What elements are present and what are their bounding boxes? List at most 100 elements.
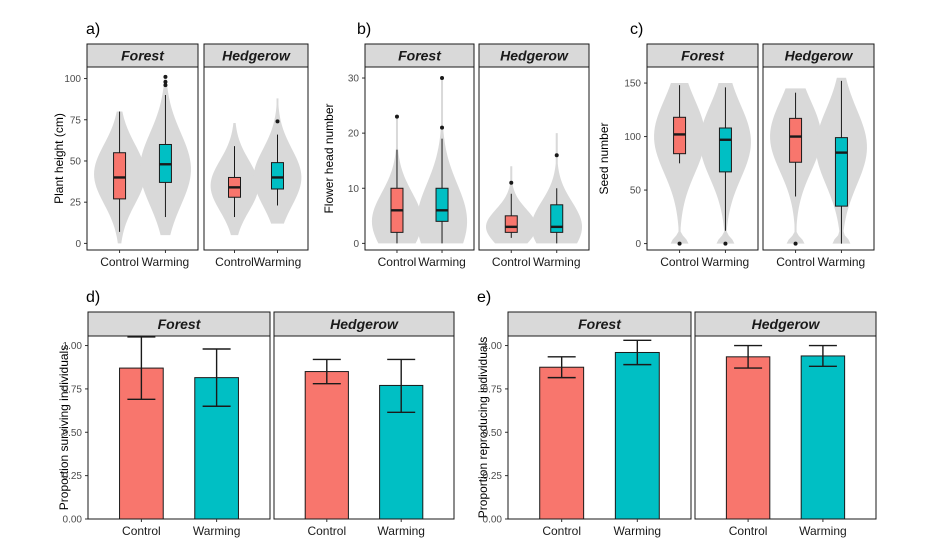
- facet-panel: [273, 335, 455, 520]
- box-control: [504, 215, 518, 233]
- y-tick-label: 25: [70, 198, 82, 209]
- facet-strip: [273, 311, 455, 337]
- facet-hedgerow: Hedgerow Control Warming: [762, 43, 875, 269]
- facet-strip-label: Forest: [398, 48, 442, 64]
- x-tick-label: Control: [378, 255, 417, 269]
- x-tick-label: Warming: [142, 255, 190, 269]
- box-warming: [270, 162, 284, 190]
- outlier-point: [163, 83, 168, 88]
- y-tick-label: 30: [348, 74, 360, 85]
- bar-control: [304, 371, 349, 520]
- facet-hedgerow: Hedgerow Control Warming: [478, 43, 590, 269]
- y-axis-label: Flower head number: [322, 103, 336, 213]
- y-tick-label: 0.50: [483, 428, 503, 439]
- x-tick-label: Control: [729, 524, 768, 538]
- x-tick-label: Control: [307, 524, 346, 538]
- outlier-point: [440, 76, 445, 81]
- x-tick-label: Control: [122, 524, 161, 538]
- facet-panel: [694, 335, 877, 520]
- x-tick-label: Control: [776, 255, 815, 269]
- y-tick-label: 75: [70, 115, 82, 126]
- chart-e: e) Proportion reproducing individuals0.00…: [476, 289, 877, 538]
- outlier-point: [440, 125, 445, 130]
- x-tick-label: Control: [542, 524, 581, 538]
- x-tick-label: Warming: [418, 255, 466, 269]
- box-control: [113, 152, 127, 200]
- x-tick-label: Warming: [614, 524, 662, 538]
- facet-strip-label: Forest: [578, 316, 622, 332]
- facet-strip-label: Hedgerow: [785, 48, 854, 64]
- x-tick-label: Warming: [533, 255, 581, 269]
- facet-strip: [694, 311, 877, 337]
- facet-strip-label: Hedgerow: [752, 316, 821, 332]
- y-tick-label: 0.25: [63, 471, 83, 482]
- facet-hedgerow: Hedgerow Control Warming: [694, 311, 877, 538]
- x-tick-label: Control: [100, 255, 139, 269]
- bar-warming: [800, 355, 846, 520]
- y-tick-label: 0.75: [483, 384, 503, 395]
- outlier-point: [275, 119, 280, 124]
- y-tick-label: 0.75: [63, 384, 83, 395]
- outlier-point: [793, 241, 798, 246]
- panel-letter: a): [86, 21, 100, 38]
- facet-strip: [507, 311, 692, 337]
- box-warming: [834, 137, 848, 207]
- y-tick-label: 1.00: [483, 341, 503, 352]
- chart-a: a) Plant height (cm) 0 25 50 75 100 Forest Contr…: [52, 21, 309, 269]
- facet-strip-label: Hedgerow: [500, 48, 569, 64]
- bar-control: [725, 356, 771, 520]
- outlier-point: [509, 180, 514, 185]
- x-tick-label: Control: [215, 255, 254, 269]
- y-tick-label: 0.00: [483, 515, 503, 526]
- panel-letter: e): [477, 289, 491, 306]
- y-tick-label: 0.25: [483, 471, 503, 482]
- y-tick-label: 0: [635, 239, 641, 250]
- x-tick-label: Warming: [702, 255, 750, 269]
- y-tick-label: 1.00: [63, 341, 83, 352]
- x-tick-label: Warming: [193, 524, 241, 538]
- y-tick-label: 20: [348, 129, 360, 140]
- y-axis-label: Plant height (cm): [52, 113, 66, 204]
- outlier-point: [394, 114, 399, 119]
- x-tick-label: Warming: [818, 255, 866, 269]
- panel-letter: b): [357, 21, 371, 38]
- panel-letter: c): [630, 21, 643, 38]
- facet-forest: Forest Control Warming: [646, 43, 759, 269]
- y-tick-label: 50: [70, 156, 82, 167]
- y-axis-label: Proportion surviving individuals: [57, 345, 71, 510]
- x-tick-label: Control: [492, 255, 531, 269]
- facet-strip-label: Forest: [681, 48, 725, 64]
- facet-strip-label: Hedgerow: [330, 316, 399, 332]
- x-tick-label: Control: [660, 255, 699, 269]
- x-tick-label: Warming: [254, 255, 302, 269]
- box-warming: [435, 187, 449, 222]
- y-tick-label: 0.50: [63, 428, 83, 439]
- box-warming: [550, 204, 564, 233]
- box-warming: [718, 127, 732, 173]
- box-control: [789, 117, 803, 163]
- facet-panel: [87, 335, 271, 520]
- y-tick-label: 0: [75, 239, 81, 250]
- x-tick-label: Warming: [377, 524, 425, 538]
- bar-warming: [614, 351, 660, 520]
- y-tick-label: 100: [624, 132, 641, 143]
- outlier-point: [163, 74, 168, 79]
- facet-forest: Forest Control Warming: [507, 311, 692, 538]
- y-tick-label: 10: [348, 184, 360, 195]
- chart-b: b) Flower head number 0 10 20 30 Forest Control…: [322, 21, 590, 269]
- y-tick-label: 0: [353, 239, 359, 250]
- y-tick-label: 0.00: [63, 515, 83, 526]
- facet-panel: [507, 335, 692, 520]
- chart-d: d) Proportion surviving individuals 0.00 0.…: [57, 289, 455, 538]
- y-tick-label: 150: [624, 79, 641, 90]
- y-tick-label: 50: [630, 186, 642, 197]
- facet-strip: [87, 311, 271, 337]
- outlier-point: [163, 79, 168, 84]
- x-tick-label: Warming: [799, 524, 847, 538]
- bar-control: [539, 366, 585, 520]
- panel-letter: d): [86, 289, 100, 306]
- outlier-point: [723, 241, 728, 246]
- y-axis-label: Proportion reproducing individuals: [476, 337, 490, 518]
